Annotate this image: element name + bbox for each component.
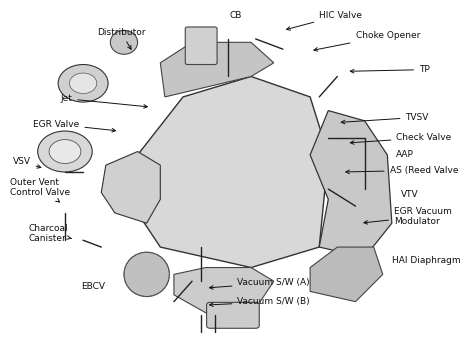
Text: AAP: AAP	[396, 150, 414, 159]
FancyBboxPatch shape	[185, 27, 217, 65]
Text: AS (Reed Valve: AS (Reed Valve	[346, 166, 458, 175]
Polygon shape	[310, 110, 392, 257]
FancyBboxPatch shape	[207, 302, 259, 328]
Text: Vacuum S/W (B): Vacuum S/W (B)	[210, 297, 310, 307]
Polygon shape	[137, 76, 328, 268]
Circle shape	[58, 65, 108, 102]
Text: Jet: Jet	[60, 94, 147, 108]
Text: EGR Vacuum
Modulator: EGR Vacuum Modulator	[364, 207, 452, 226]
Text: CB: CB	[229, 11, 242, 20]
Ellipse shape	[110, 30, 137, 54]
Text: Distributor: Distributor	[97, 28, 145, 49]
Text: VTV: VTV	[401, 190, 419, 199]
Polygon shape	[101, 151, 160, 223]
Polygon shape	[160, 42, 274, 97]
Text: VSV: VSV	[13, 157, 41, 168]
Text: EGR Valve: EGR Valve	[33, 120, 116, 132]
Text: Charcoal
Canister: Charcoal Canister	[28, 224, 71, 243]
Text: Choke Opener: Choke Opener	[314, 31, 420, 51]
Polygon shape	[174, 268, 274, 315]
Text: HAI Diaphragm: HAI Diaphragm	[392, 256, 460, 265]
Circle shape	[38, 131, 92, 172]
Text: TVSV: TVSV	[341, 113, 429, 124]
Text: HIC Valve: HIC Valve	[287, 11, 362, 30]
Ellipse shape	[124, 252, 169, 297]
Text: EBCV: EBCV	[81, 282, 105, 291]
Polygon shape	[310, 247, 383, 302]
Circle shape	[70, 73, 97, 94]
Text: Check Valve: Check Valve	[350, 133, 452, 144]
Text: Vacuum S/W (A): Vacuum S/W (A)	[210, 278, 310, 289]
Text: TP: TP	[350, 65, 430, 74]
Text: Outer Vent
Control Valve: Outer Vent Control Valve	[10, 178, 71, 202]
Circle shape	[49, 140, 81, 163]
